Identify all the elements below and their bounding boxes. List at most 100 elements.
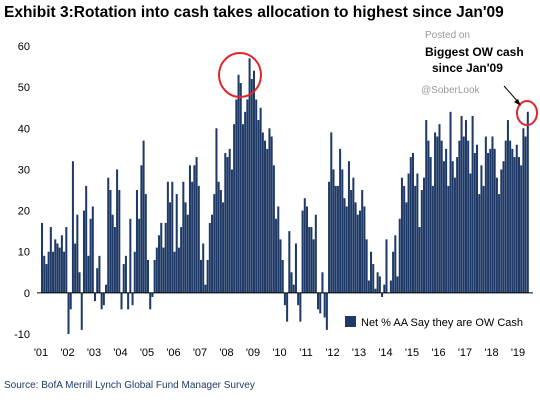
bar xyxy=(233,124,236,293)
bar xyxy=(405,202,408,293)
bar xyxy=(58,247,61,293)
bar xyxy=(160,222,163,293)
legend-swatch xyxy=(345,316,356,327)
bar xyxy=(261,132,264,293)
bar xyxy=(378,276,381,293)
bar xyxy=(396,276,399,293)
watermark-handle: @SoberLook xyxy=(421,85,481,96)
bar xyxy=(140,165,143,293)
bar xyxy=(343,198,346,293)
bar xyxy=(339,148,342,293)
bar xyxy=(434,132,437,293)
x-tick-label: '09 xyxy=(246,347,260,359)
bar xyxy=(244,111,247,293)
bar xyxy=(493,148,496,293)
bar xyxy=(91,206,94,293)
bar xyxy=(347,161,350,293)
bar xyxy=(230,169,233,293)
bar xyxy=(290,272,293,293)
bar xyxy=(124,255,127,293)
bar xyxy=(389,280,392,293)
bar xyxy=(127,292,130,310)
bar xyxy=(520,165,523,293)
bar xyxy=(129,218,132,293)
bar xyxy=(158,235,161,293)
bar xyxy=(498,194,501,293)
bar xyxy=(513,157,516,293)
bar xyxy=(226,157,229,293)
watermark-posted-on: Posted on xyxy=(425,30,470,41)
bar xyxy=(173,251,176,293)
bar xyxy=(429,157,432,293)
bar xyxy=(438,124,441,293)
bar xyxy=(191,181,194,293)
bar xyxy=(418,227,421,293)
bar xyxy=(69,292,72,310)
bar xyxy=(146,259,150,293)
bar xyxy=(180,227,183,293)
bar xyxy=(411,152,414,293)
bar xyxy=(206,259,209,293)
bar xyxy=(113,227,116,293)
bar xyxy=(283,292,286,306)
bar xyxy=(275,218,278,293)
bar xyxy=(281,259,284,293)
bar xyxy=(469,173,472,293)
bar xyxy=(219,190,222,293)
bar xyxy=(431,185,434,293)
bar xyxy=(350,190,353,293)
bar xyxy=(100,292,103,310)
legend-label: Net % AA Say they are OW Cash xyxy=(361,317,523,329)
bar xyxy=(484,136,487,293)
bar xyxy=(363,206,366,293)
bar xyxy=(354,202,357,293)
bar xyxy=(135,190,138,293)
bar xyxy=(85,185,88,293)
source-note: Source: BofA Merrill Lynch Global Fund M… xyxy=(4,380,255,391)
bar xyxy=(458,140,461,293)
bar xyxy=(217,181,220,293)
x-tick-label: '01 xyxy=(34,347,48,359)
bar xyxy=(467,140,470,293)
x-tick-label: '17 xyxy=(458,347,472,359)
bar xyxy=(45,264,48,293)
bar xyxy=(517,157,520,293)
bar xyxy=(341,169,344,293)
x-tick-label: '06 xyxy=(166,347,180,359)
bar xyxy=(186,214,189,293)
bar xyxy=(478,194,481,293)
x-tick-label: '03 xyxy=(87,347,101,359)
bar xyxy=(235,99,238,293)
bar xyxy=(312,239,315,293)
legend: Net % AA Say they are OW Cash xyxy=(345,316,523,329)
bar xyxy=(385,239,388,293)
bar xyxy=(374,288,377,293)
bar xyxy=(489,148,492,293)
bar xyxy=(215,128,218,293)
bar xyxy=(447,185,450,293)
x-tick-label: '15 xyxy=(405,347,419,359)
bar xyxy=(414,185,417,293)
bar xyxy=(195,157,198,293)
bar xyxy=(504,140,507,293)
x-axis-ticks: '01 '02 '03 '04 '05 '06 '07 '08 '09 '10 '11 '12 '13 '… xyxy=(34,347,525,359)
bar xyxy=(259,107,262,293)
x-tick-label: '18 xyxy=(484,347,498,359)
bar xyxy=(301,210,304,293)
bar xyxy=(257,120,260,293)
bar xyxy=(213,194,216,293)
bar xyxy=(49,227,52,293)
bar xyxy=(111,214,114,293)
x-tick-label: '10 xyxy=(272,347,286,359)
bar xyxy=(442,161,445,293)
bar xyxy=(272,165,275,293)
bar xyxy=(294,243,297,293)
bar xyxy=(118,190,121,293)
bar xyxy=(398,218,401,293)
bar xyxy=(471,115,474,293)
bar xyxy=(464,120,467,293)
bar xyxy=(286,292,289,322)
bar xyxy=(292,284,295,293)
